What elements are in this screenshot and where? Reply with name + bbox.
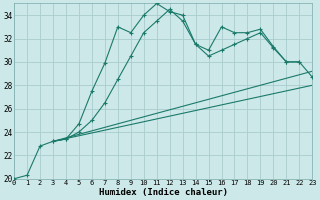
X-axis label: Humidex (Indice chaleur): Humidex (Indice chaleur) [99, 188, 228, 197]
